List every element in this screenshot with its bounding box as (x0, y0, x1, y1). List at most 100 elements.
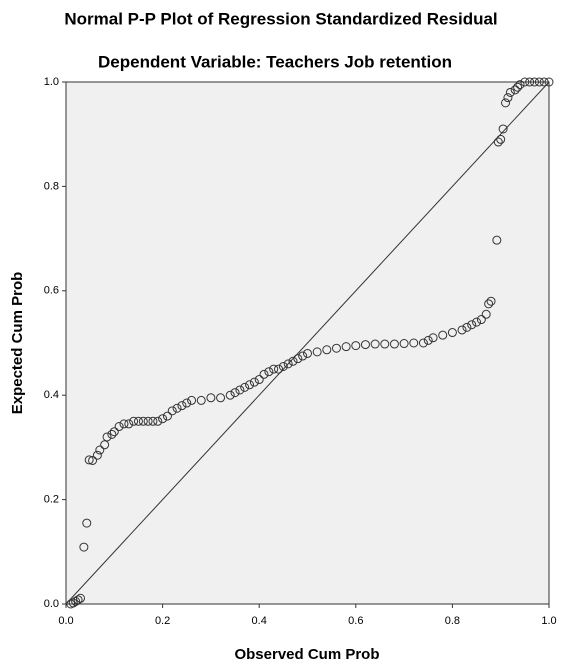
y-axis-label: Expected Cum Prob (9, 272, 26, 415)
point (119, 419, 129, 429)
point (88, 455, 98, 465)
x-tick-label: 0.4 (252, 615, 267, 627)
point (298, 351, 308, 361)
point (360, 340, 370, 350)
point (71, 596, 81, 606)
point (423, 335, 433, 345)
point (544, 77, 554, 87)
point (370, 339, 380, 349)
y-tick-label: 1.0 (44, 76, 59, 88)
point (269, 364, 279, 374)
point (249, 377, 259, 387)
point (530, 77, 540, 87)
point (75, 593, 85, 603)
point (447, 328, 457, 338)
point (124, 419, 134, 429)
y-tick-label: 0.6 (44, 285, 59, 297)
point (138, 416, 148, 426)
point (486, 296, 496, 306)
point (92, 450, 102, 460)
point (472, 317, 482, 327)
point (158, 414, 168, 424)
point (172, 403, 182, 413)
y-tick-label: 0.8 (44, 180, 59, 192)
point (129, 416, 139, 426)
point (481, 309, 491, 319)
point (418, 338, 428, 348)
point (73, 595, 83, 605)
point (288, 356, 298, 366)
point (245, 380, 255, 390)
y-tick-label: 0.2 (44, 494, 59, 506)
point (259, 369, 269, 379)
point (95, 445, 105, 455)
point (322, 345, 332, 355)
y-tick-label: 0.0 (44, 598, 59, 610)
point (230, 388, 240, 398)
point (498, 124, 508, 134)
point (409, 338, 419, 348)
point (484, 299, 494, 309)
point (462, 322, 472, 332)
point (235, 385, 245, 395)
point (148, 416, 158, 426)
point (240, 382, 250, 392)
point (312, 347, 322, 357)
point (293, 354, 303, 364)
point (438, 330, 448, 340)
point (428, 333, 438, 343)
point (492, 235, 502, 245)
point (187, 395, 197, 405)
point (331, 343, 341, 353)
chart-title: Normal P-P Plot of Regression Standardiz… (64, 9, 497, 28)
point (515, 80, 525, 90)
point (82, 518, 92, 528)
point (539, 77, 549, 87)
point (79, 542, 89, 552)
reference-line (65, 81, 550, 605)
point (216, 393, 226, 403)
point (503, 93, 513, 103)
point (274, 364, 284, 374)
point (283, 359, 293, 369)
point (493, 137, 503, 147)
point (534, 77, 544, 87)
point (153, 416, 163, 426)
point (476, 315, 486, 325)
x-tick-label: 0.8 (445, 615, 460, 627)
point (278, 361, 288, 371)
point (114, 422, 124, 432)
point (254, 375, 264, 385)
point (162, 411, 172, 421)
x-tick-label: 0.6 (348, 615, 363, 627)
point (84, 455, 94, 465)
point (341, 342, 351, 352)
x-tick-label: 1.0 (541, 615, 556, 627)
chart-subtitle: Dependent Variable: Teachers Job retenti… (98, 52, 452, 71)
point (510, 85, 520, 95)
point (496, 134, 506, 144)
point (206, 393, 216, 403)
y-tick-label: 0.4 (44, 389, 59, 401)
point (380, 339, 390, 349)
point (109, 427, 119, 437)
point (457, 325, 467, 335)
point (520, 77, 530, 87)
x-tick-label: 0.2 (155, 615, 170, 627)
point (100, 440, 110, 450)
point (143, 416, 153, 426)
point (102, 432, 112, 442)
point (177, 401, 187, 411)
point (525, 77, 535, 87)
point (107, 429, 117, 439)
point (182, 398, 192, 408)
point (513, 82, 523, 92)
point (264, 367, 274, 377)
point (133, 416, 143, 426)
point (167, 406, 177, 416)
x-axis-label: Observed Cum Prob (234, 646, 379, 663)
point (303, 348, 312, 358)
point (351, 341, 361, 351)
